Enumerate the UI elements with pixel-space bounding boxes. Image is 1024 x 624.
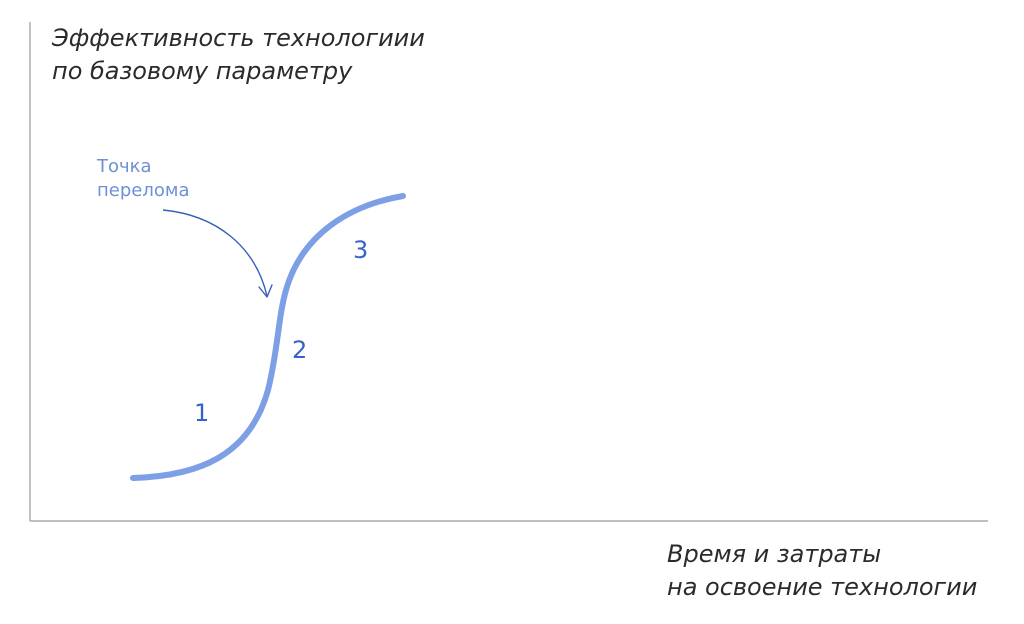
y-axis-label-line2: по базовому параметру [52, 57, 353, 85]
x-axis-label-line1: Время и затраты [667, 540, 882, 568]
stage-label-2: 2 [292, 336, 308, 364]
stage-label-3: 3 [353, 236, 369, 264]
y-axis-label-line1: Эффективность технологиии [52, 24, 425, 52]
y-axis-label: Эффективность технологиии по базовому па… [52, 22, 425, 88]
stage-label-1: 1 [194, 399, 210, 427]
inflection-annotation: Точка перелома [97, 155, 189, 203]
inflection-annotation-line1: Точка [97, 156, 152, 177]
x-axis-label: Время и затраты на освоение технологии [667, 538, 977, 604]
inflection-arrow [162, 209, 268, 297]
s-curve [130, 193, 406, 481]
arrowhead-icon [258, 284, 273, 298]
x-axis-label-line2: на освоение технологии [667, 573, 978, 601]
inflection-annotation-line2: перелома [97, 180, 190, 201]
